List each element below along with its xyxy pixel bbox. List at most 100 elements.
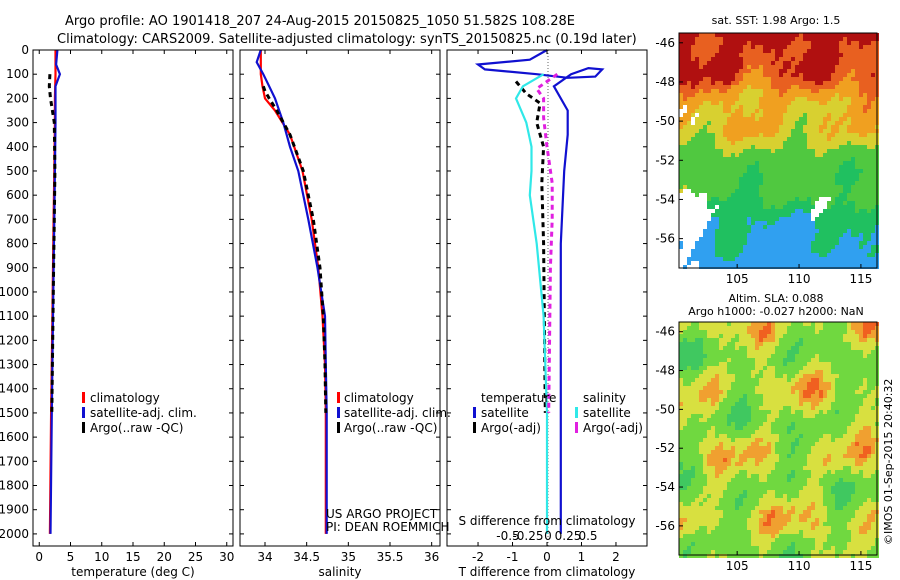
heatmap-cell: [807, 209, 811, 213]
heatmap-cell: [747, 65, 751, 69]
heatmap-cell: [839, 101, 843, 105]
heatmap-cell: [811, 390, 815, 394]
heatmap-cell: [815, 257, 819, 261]
heatmap-cell: [859, 141, 863, 145]
heatmap-cell: [739, 253, 743, 257]
heatmap-cell: [743, 366, 747, 370]
heatmap-cell: [815, 85, 819, 89]
heatmap-cell: [839, 117, 843, 121]
heatmap-cell: [699, 358, 703, 362]
heatmap-cell: [823, 161, 827, 165]
heatmap-cell: [731, 245, 735, 249]
heatmap-cell: [843, 181, 847, 185]
heatmap-cell: [715, 41, 719, 45]
heatmap-cell: [695, 41, 699, 45]
heatmap-cell: [771, 370, 775, 374]
heatmap-cell: [691, 121, 695, 125]
heatmap-cell: [843, 157, 847, 161]
heatmap-cell: [711, 189, 715, 193]
heatmap-cell: [823, 209, 827, 213]
heatmap-cell: [703, 133, 707, 137]
heatmap-cell: [795, 434, 799, 438]
heatmap-cell: [867, 33, 871, 37]
heatmap-cell: [771, 374, 775, 378]
heatmap-cell: [827, 370, 831, 374]
heatmap-cell: [815, 454, 819, 458]
heatmap-cell: [755, 117, 759, 121]
heatmap-cell: [799, 61, 803, 65]
heatmap-cell: [815, 334, 819, 338]
heatmap-cell: [835, 121, 839, 125]
heatmap-cell: [835, 69, 839, 73]
heatmap-cell: [679, 442, 683, 446]
heatmap-cell: [819, 241, 823, 245]
heatmap-cell: [751, 350, 755, 354]
heatmap-cell: [815, 209, 819, 213]
heatmap-cell: [847, 346, 851, 350]
heatmap-cell: [759, 229, 763, 233]
heatmap-cell: [847, 350, 851, 354]
heatmap-cell: [687, 141, 691, 145]
heatmap-cell: [839, 386, 843, 390]
heatmap-cell: [835, 229, 839, 233]
heatmap-cell: [795, 85, 799, 89]
heatmap-cell: [699, 153, 703, 157]
heatmap-cell: [727, 430, 731, 434]
heatmap-cell: [815, 161, 819, 165]
heatmap-cell: [759, 45, 763, 49]
heatmap-cell: [827, 145, 831, 149]
heatmap-cell: [695, 33, 699, 37]
heatmap-cell: [683, 257, 687, 261]
heatmap-cell: [755, 45, 759, 49]
heatmap-cell: [763, 362, 767, 366]
heatmap-cell: [703, 93, 707, 97]
heatmap-cell: [863, 330, 867, 334]
legend-swatch-climatology: [337, 392, 340, 403]
heatmap-cell: [747, 61, 751, 65]
heatmap-cell: [855, 69, 859, 73]
heatmap-cell: [775, 426, 779, 430]
heatmap-cell: [867, 69, 871, 73]
heatmap-cell: [743, 49, 747, 53]
heatmap-cell: [715, 257, 719, 261]
heatmap-cell: [751, 209, 755, 213]
heatmap-cell: [711, 165, 715, 169]
heatmap-cell: [723, 205, 727, 209]
heatmap-cell: [807, 189, 811, 193]
heatmap-cell: [835, 157, 839, 161]
heatmap-cell: [767, 197, 771, 201]
heatmap-cell: [867, 53, 871, 57]
heatmap-cell: [707, 434, 711, 438]
heatmap-cell: [787, 221, 791, 225]
heatmap-cell: [803, 201, 807, 205]
heatmap-cell: [711, 185, 715, 189]
heatmap-cell: [835, 265, 839, 269]
heatmap-cell: [727, 442, 731, 446]
heatmap-cell: [859, 65, 863, 69]
heatmap-cell: [835, 249, 839, 253]
heatmap-cell: [819, 430, 823, 434]
heatmap-cell: [835, 422, 839, 426]
heatmap-cell: [839, 326, 843, 330]
heatmap-cell: [695, 37, 699, 41]
heatmap-cell: [863, 73, 867, 77]
heatmap-cell: [799, 73, 803, 77]
heatmap-cell: [811, 189, 815, 193]
heatmap-cell: [827, 85, 831, 89]
heatmap-cell: [751, 394, 755, 398]
heatmap-cell: [855, 237, 859, 241]
heatmap-cell: [715, 57, 719, 61]
heatmap-cell: [751, 97, 755, 101]
heatmap-cell: [739, 157, 743, 161]
heatmap-cell: [747, 81, 751, 85]
heatmap-cell: [691, 69, 695, 73]
heatmap-cell: [723, 418, 727, 422]
heatmap-cell: [723, 342, 727, 346]
heatmap-cell: [691, 157, 695, 161]
heatmap-cell: [759, 113, 763, 117]
heatmap-cell: [819, 221, 823, 225]
heatmap-cell: [683, 434, 687, 438]
heatmap-cell: [787, 81, 791, 85]
heatmap-cell: [823, 249, 827, 253]
heatmap-cell: [871, 189, 875, 193]
